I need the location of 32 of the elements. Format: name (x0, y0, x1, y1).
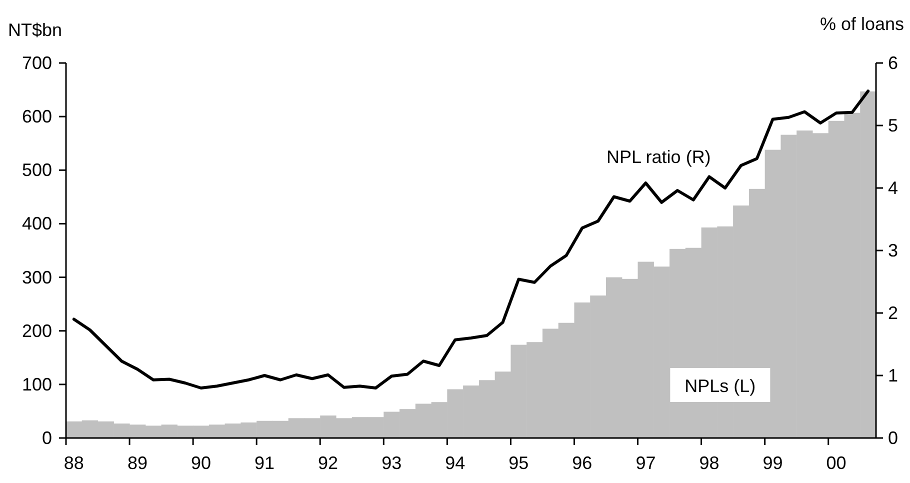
y-tick-label: 300 (22, 267, 52, 288)
x-tick-label: 93 (382, 453, 402, 473)
y2-tick-label: 2 (888, 303, 898, 323)
series-label: NPL ratio (R) (606, 147, 711, 167)
x-tick-label: 98 (699, 453, 720, 473)
x-tick-label: 91 (254, 453, 275, 473)
x-tick-label: 97 (636, 453, 656, 473)
x-tick-label: 99 (762, 453, 783, 473)
y-tick-label: 200 (22, 320, 52, 341)
y2-tick-label: 5 (888, 116, 898, 136)
y2-tick-label: 4 (888, 178, 898, 198)
x-tick-label: 94 (445, 453, 466, 473)
y-tick-label: 100 (22, 374, 52, 394)
x-tick-label: 89 (127, 453, 148, 473)
y2-axis-title: % of loans (820, 14, 904, 34)
x-tick-label: 00 (826, 453, 846, 473)
x-tick-label: 90 (190, 453, 212, 473)
y2-tick-label: 0 (888, 428, 898, 448)
y-tick-label: 0 (42, 428, 52, 448)
y-tick-label: 500 (22, 160, 52, 180)
y-tick-label: 700 (22, 53, 52, 73)
y2-tick-label: 3 (888, 240, 898, 260)
y-tick-label: 600 (22, 106, 52, 127)
x-tick-label: 88 (64, 453, 84, 473)
y-tick-label: 400 (22, 214, 52, 234)
y-axis-title: NT$bn (8, 20, 62, 40)
x-tick-label: 96 (572, 453, 592, 473)
series-label: NPLs (L) (684, 376, 756, 396)
x-tick-label: 95 (508, 453, 529, 473)
y2-tick-label: 1 (888, 366, 898, 386)
x-tick-label: 92 (318, 453, 338, 473)
y2-tick-label: 6 (888, 53, 898, 73)
